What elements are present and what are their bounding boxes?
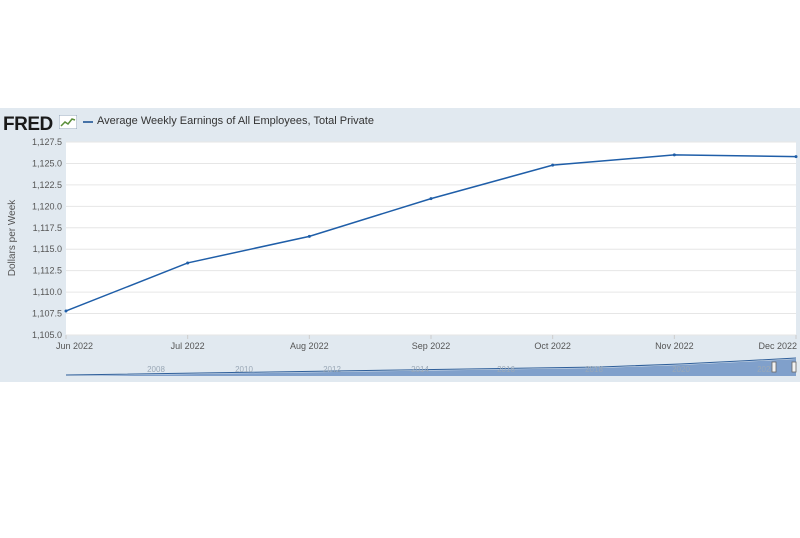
x-tick-label: Nov 2022 <box>655 341 694 351</box>
y-tick-label: 1,125.0 <box>32 158 62 168</box>
navigator-handle-right[interactable] <box>791 361 797 373</box>
navigator-year-label: 2012 <box>323 365 341 374</box>
data-point[interactable] <box>672 153 676 157</box>
navigator-year-label: 2014 <box>411 365 429 374</box>
data-point[interactable] <box>64 309 68 313</box>
y-tick-label: 1,120.0 <box>32 201 62 211</box>
x-tick-label: Jul 2022 <box>171 341 205 351</box>
navigator-year-label: 2008 <box>147 365 165 374</box>
y-tick-label: 1,115.0 <box>33 244 62 254</box>
legend-series-label[interactable]: Average Weekly Earnings of All Employees… <box>97 115 374 127</box>
y-tick-label: 1,117.5 <box>33 223 62 233</box>
y-tick-label: 1,110.0 <box>33 287 62 297</box>
navigator-year-label: 2020 <box>672 365 690 374</box>
chart-line-icon <box>59 115 77 129</box>
fred-logo: FRED <box>3 114 53 135</box>
data-point[interactable] <box>794 155 798 159</box>
x-tick-labels: Jun 2022 Jul 2022 Aug 2022 Sep 2022 Oct 2022… <box>56 335 797 351</box>
navigator-area <box>66 359 796 376</box>
chart-header: FRED Average Weekly Earnings of All Empl… <box>0 108 800 136</box>
x-tick-label: Sep 2022 <box>412 341 451 351</box>
y-tick-labels: 1,105.0 1,107.5 1,110.0 1,112.5 1,115.0 1,117… <box>32 137 62 340</box>
y-tick-label: 1,105.0 <box>32 330 62 340</box>
y-axis-title: Dollars per Week <box>7 199 18 277</box>
navigator-handle-left[interactable] <box>771 361 777 373</box>
y-tick-label: 1,112.5 <box>33 266 62 276</box>
x-tick-label: Dec 2022 <box>758 341 797 351</box>
navigator-year-label: 2018 <box>585 365 603 374</box>
navigator-year-labels: 2008 2010 2012 2014 2016 2018 2020 2022 <box>147 365 775 374</box>
data-point[interactable] <box>307 234 311 238</box>
navigator[interactable]: 2008 2010 2012 2014 2016 2018 2020 2022 <box>65 357 797 377</box>
navigator-year-label: 2016 <box>497 365 515 374</box>
navigator-line <box>65 357 797 376</box>
y-tick-label: 1,107.5 <box>32 309 62 319</box>
y-tick-label: 1,127.5 <box>32 137 62 147</box>
data-point[interactable] <box>186 261 190 265</box>
data-point[interactable] <box>429 197 433 201</box>
data-point[interactable] <box>551 163 555 167</box>
navigator-year-label: 2022 <box>757 365 775 374</box>
x-tick-label: Oct 2022 <box>534 341 571 351</box>
x-tick-label: Aug 2022 <box>290 341 329 351</box>
plot-area <box>66 142 796 335</box>
navigator-year-label: 2010 <box>235 365 253 374</box>
series-layer <box>64 153 798 313</box>
x-tick-label: Jun 2022 <box>56 341 93 351</box>
legend-swatch <box>83 121 93 123</box>
y-tick-label: 1,122.5 <box>32 180 62 190</box>
